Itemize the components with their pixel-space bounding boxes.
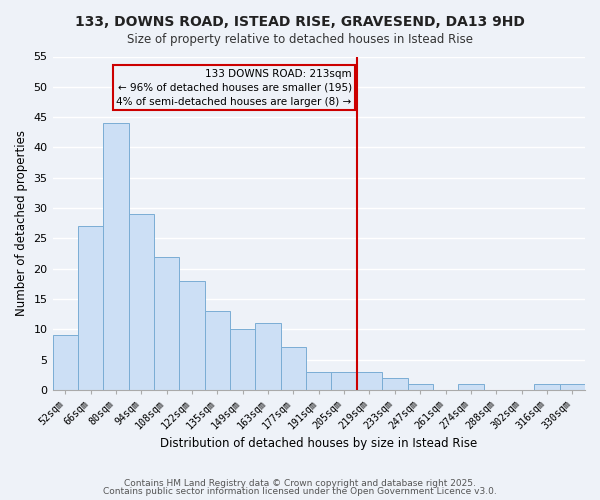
Text: Size of property relative to detached houses in Istead Rise: Size of property relative to detached ho… — [127, 32, 473, 46]
Bar — [256, 323, 281, 390]
Bar — [78, 226, 103, 390]
Bar — [382, 378, 407, 390]
Bar — [560, 384, 585, 390]
Bar — [103, 123, 128, 390]
Bar — [53, 336, 78, 390]
Text: Contains public sector information licensed under the Open Government Licence v3: Contains public sector information licen… — [103, 487, 497, 496]
X-axis label: Distribution of detached houses by size in Istead Rise: Distribution of detached houses by size … — [160, 437, 478, 450]
Bar — [331, 372, 357, 390]
Bar — [534, 384, 560, 390]
Text: 133 DOWNS ROAD: 213sqm
← 96% of detached houses are smaller (195)
4% of semi-det: 133 DOWNS ROAD: 213sqm ← 96% of detached… — [116, 68, 352, 106]
Text: 133, DOWNS ROAD, ISTEAD RISE, GRAVESEND, DA13 9HD: 133, DOWNS ROAD, ISTEAD RISE, GRAVESEND,… — [75, 15, 525, 29]
Bar — [154, 256, 179, 390]
Bar — [407, 384, 433, 390]
Bar — [128, 214, 154, 390]
Bar — [306, 372, 331, 390]
Y-axis label: Number of detached properties: Number of detached properties — [15, 130, 28, 316]
Text: Contains HM Land Registry data © Crown copyright and database right 2025.: Contains HM Land Registry data © Crown c… — [124, 478, 476, 488]
Bar — [458, 384, 484, 390]
Bar — [179, 281, 205, 390]
Bar — [205, 311, 230, 390]
Bar — [281, 348, 306, 390]
Bar — [357, 372, 382, 390]
Bar — [230, 330, 256, 390]
